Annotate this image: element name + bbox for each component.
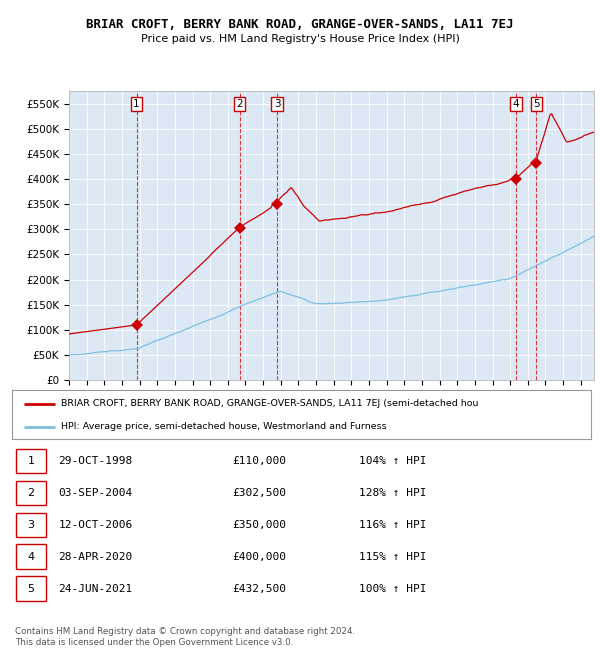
Text: 12-OCT-2006: 12-OCT-2006 (58, 520, 133, 530)
Text: £400,000: £400,000 (232, 552, 286, 562)
Text: Price paid vs. HM Land Registry's House Price Index (HPI): Price paid vs. HM Land Registry's House … (140, 34, 460, 44)
Text: 2: 2 (28, 488, 35, 498)
FancyBboxPatch shape (16, 481, 46, 505)
Text: 2: 2 (236, 99, 243, 109)
Text: 1: 1 (133, 99, 140, 109)
Text: 4: 4 (512, 99, 520, 109)
Text: 116% ↑ HPI: 116% ↑ HPI (359, 520, 427, 530)
Text: 104% ↑ HPI: 104% ↑ HPI (359, 456, 427, 466)
FancyBboxPatch shape (16, 513, 46, 537)
Text: BRIAR CROFT, BERRY BANK ROAD, GRANGE-OVER-SANDS, LA11 7EJ (semi-detached hou: BRIAR CROFT, BERRY BANK ROAD, GRANGE-OVE… (61, 399, 479, 408)
Text: 100% ↑ HPI: 100% ↑ HPI (359, 584, 427, 593)
Text: Contains HM Land Registry data © Crown copyright and database right 2024.
This d: Contains HM Land Registry data © Crown c… (15, 627, 355, 647)
FancyBboxPatch shape (16, 545, 46, 569)
Text: £110,000: £110,000 (232, 456, 286, 466)
Text: 29-OCT-1998: 29-OCT-1998 (58, 456, 133, 466)
FancyBboxPatch shape (16, 449, 46, 473)
Text: 3: 3 (28, 520, 35, 530)
Text: 28-APR-2020: 28-APR-2020 (58, 552, 133, 562)
Text: £350,000: £350,000 (232, 520, 286, 530)
Text: 115% ↑ HPI: 115% ↑ HPI (359, 552, 427, 562)
Text: HPI: Average price, semi-detached house, Westmorland and Furness: HPI: Average price, semi-detached house,… (61, 422, 387, 431)
Text: 24-JUN-2021: 24-JUN-2021 (58, 584, 133, 593)
FancyBboxPatch shape (16, 577, 46, 601)
Text: 5: 5 (28, 584, 35, 593)
Text: 5: 5 (533, 99, 539, 109)
Text: 128% ↑ HPI: 128% ↑ HPI (359, 488, 427, 498)
Text: 4: 4 (28, 552, 35, 562)
Text: BRIAR CROFT, BERRY BANK ROAD, GRANGE-OVER-SANDS, LA11 7EJ: BRIAR CROFT, BERRY BANK ROAD, GRANGE-OVE… (86, 18, 514, 31)
Text: £432,500: £432,500 (232, 584, 286, 593)
Text: £302,500: £302,500 (232, 488, 286, 498)
Text: 1: 1 (28, 456, 35, 466)
Text: 3: 3 (274, 99, 280, 109)
Text: 03-SEP-2004: 03-SEP-2004 (58, 488, 133, 498)
